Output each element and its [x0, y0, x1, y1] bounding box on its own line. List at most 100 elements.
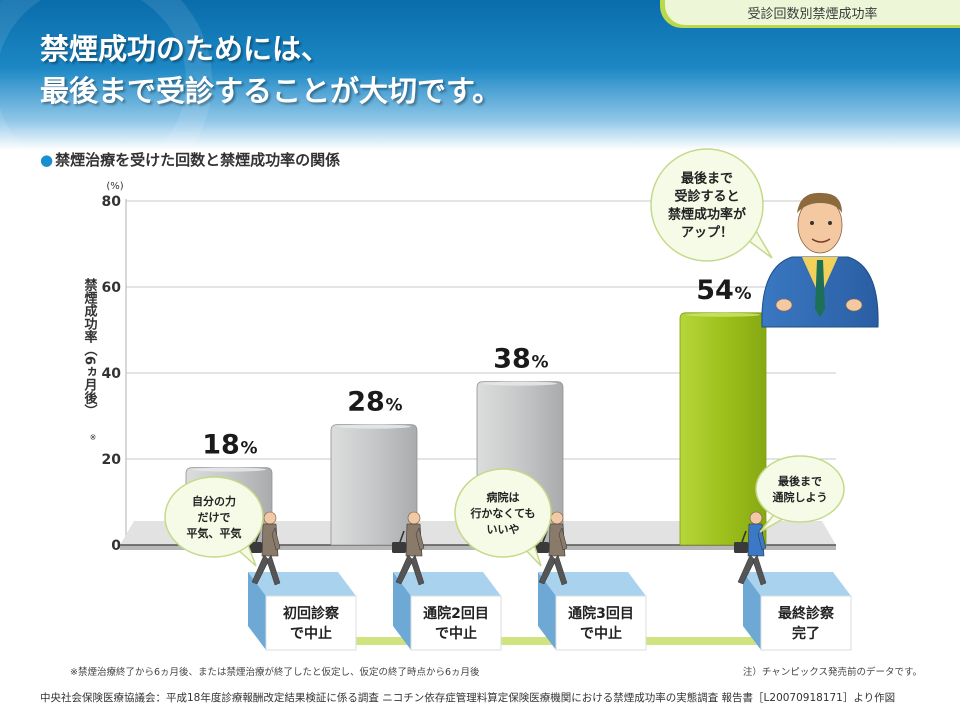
- walking-man-icon: [734, 511, 767, 586]
- walker-leg-front: [410, 554, 425, 586]
- bar-value-unit: %: [241, 439, 258, 459]
- walker-leg-back: [251, 554, 270, 585]
- category-box-face: [555, 595, 647, 651]
- speech-bubble-text: アップ！: [681, 226, 733, 241]
- title-line-1: 禁煙成功のためには、: [40, 32, 331, 66]
- category-label: で中止: [290, 625, 332, 642]
- walker-arm-back: [399, 530, 405, 543]
- bar-group: 28%: [330, 387, 418, 546]
- speech-bubble-text: 平気、平気: [187, 526, 242, 540]
- category-box-side: [248, 572, 266, 650]
- walker-head: [749, 511, 763, 525]
- bar-highlight: [192, 467, 266, 472]
- footnote-right: 注）チャンピックス発売前のデータです。: [742, 667, 922, 678]
- topic-tab: 受診回数別禁煙成功率: [660, 0, 960, 28]
- walking-man-icon: [248, 511, 281, 586]
- category-label: 通院3回目: [568, 605, 634, 622]
- bar-value-label: 18: [202, 430, 240, 461]
- path-stripe: [278, 637, 818, 645]
- category-box-side: [538, 572, 556, 650]
- walker-arm: [757, 527, 767, 551]
- chart-subtitle: ● 禁煙治療を受けた回数と禁煙成功率の関係: [40, 149, 340, 170]
- page-title: 禁煙成功のためには、 最後まで受診することが大切です。: [40, 28, 501, 112]
- doctor-hand: [845, 298, 863, 312]
- doctor-hair: [797, 192, 842, 213]
- y-tick-label: 80: [102, 194, 122, 210]
- category-box-top: [393, 572, 501, 596]
- category-box-side: [743, 572, 761, 650]
- speech-bubble-text: 病院は: [487, 490, 520, 504]
- speech-bubble-text: 受診すると: [674, 189, 739, 205]
- briefcase-icon: [535, 542, 549, 553]
- y-axis-labels: 0 20 40 60 80 (%) 禁煙成功率（6ヵ月後） ※: [82, 181, 124, 554]
- title-line-2: 最後まで受診することが大切です。: [40, 74, 502, 108]
- doctor-tie: [815, 260, 825, 317]
- bar: [679, 312, 767, 546]
- chart-subtitle-text: 禁煙治療を受けた回数と禁煙成功率の関係: [55, 151, 341, 169]
- y-axis-label: 禁煙成功率（6ヵ月後）: [82, 277, 99, 417]
- doctor-mouth: [811, 238, 831, 243]
- category-box-face: [760, 595, 852, 651]
- y-tick-label: 60: [102, 280, 122, 296]
- speech-bubble: [650, 148, 764, 262]
- category-box-face: [410, 595, 502, 651]
- bar-value-label: 54: [696, 275, 734, 306]
- bullet-icon: ●: [40, 151, 54, 169]
- walker-head: [550, 511, 564, 525]
- briefcase-icon: [248, 542, 262, 553]
- category-label: 通院2回目: [423, 605, 489, 622]
- walker-leg-front: [752, 554, 767, 586]
- walker-leg-back: [395, 554, 414, 585]
- doctor-figure: [761, 192, 879, 328]
- y-tick-label: 20: [102, 452, 122, 468]
- walker-leg-front: [553, 554, 568, 586]
- bar-value-label: 38: [493, 344, 531, 375]
- bar-highlight: [483, 381, 557, 386]
- category-box-top: [248, 572, 356, 596]
- topic-tab-label: 受診回数別禁煙成功率: [665, 0, 960, 25]
- walker-arm: [558, 527, 568, 551]
- speech-bubble-text: 通院しよう: [773, 490, 828, 504]
- speech-bubble: [454, 468, 552, 558]
- walking-man-icon: [392, 511, 425, 586]
- bar-highlight: [337, 424, 411, 429]
- walker-head: [263, 511, 277, 525]
- speech-bubble-text: だけで: [198, 511, 231, 524]
- speech-bubble-text: いいや: [487, 523, 520, 536]
- speech-bubble-text: 禁煙成功率が: [668, 207, 746, 223]
- bar-highlight: [686, 312, 760, 317]
- category-box-side: [393, 572, 411, 650]
- figure-layer: [248, 192, 879, 586]
- walker-arm-back: [741, 530, 747, 543]
- category-box-face: [265, 595, 357, 651]
- walker-leg-back: [538, 554, 557, 585]
- walker-leg-back: [737, 554, 756, 585]
- doctor-eye: [828, 221, 832, 225]
- walker-arm: [271, 527, 281, 551]
- doctor-eye: [810, 221, 814, 225]
- speech-bubble: [755, 455, 845, 523]
- y-unit-label: (%): [106, 181, 123, 192]
- bar-value-unit: %: [386, 396, 403, 416]
- bar-value-unit: %: [532, 353, 549, 373]
- category-label: 完了: [792, 625, 820, 642]
- callout-layer: 最後まで受診すると禁煙成功率がアップ！自分の力だけで平気、平気病院は行かなくても…: [164, 148, 845, 567]
- source-footer: 中央社会保険医療協議会：平成18年度診療報酬改定結果検証に係る調査 ニコチン依存…: [40, 692, 896, 704]
- speech-bubble: [164, 476, 264, 558]
- walker-head: [407, 511, 421, 525]
- y-tick-label: 0: [111, 538, 121, 554]
- bar-value-label: 28: [347, 387, 385, 418]
- walker-leg-front: [266, 554, 281, 586]
- category-box-top: [538, 572, 646, 596]
- speech-bubble-text: 最後まで: [681, 171, 733, 187]
- doctor-hand: [775, 298, 793, 312]
